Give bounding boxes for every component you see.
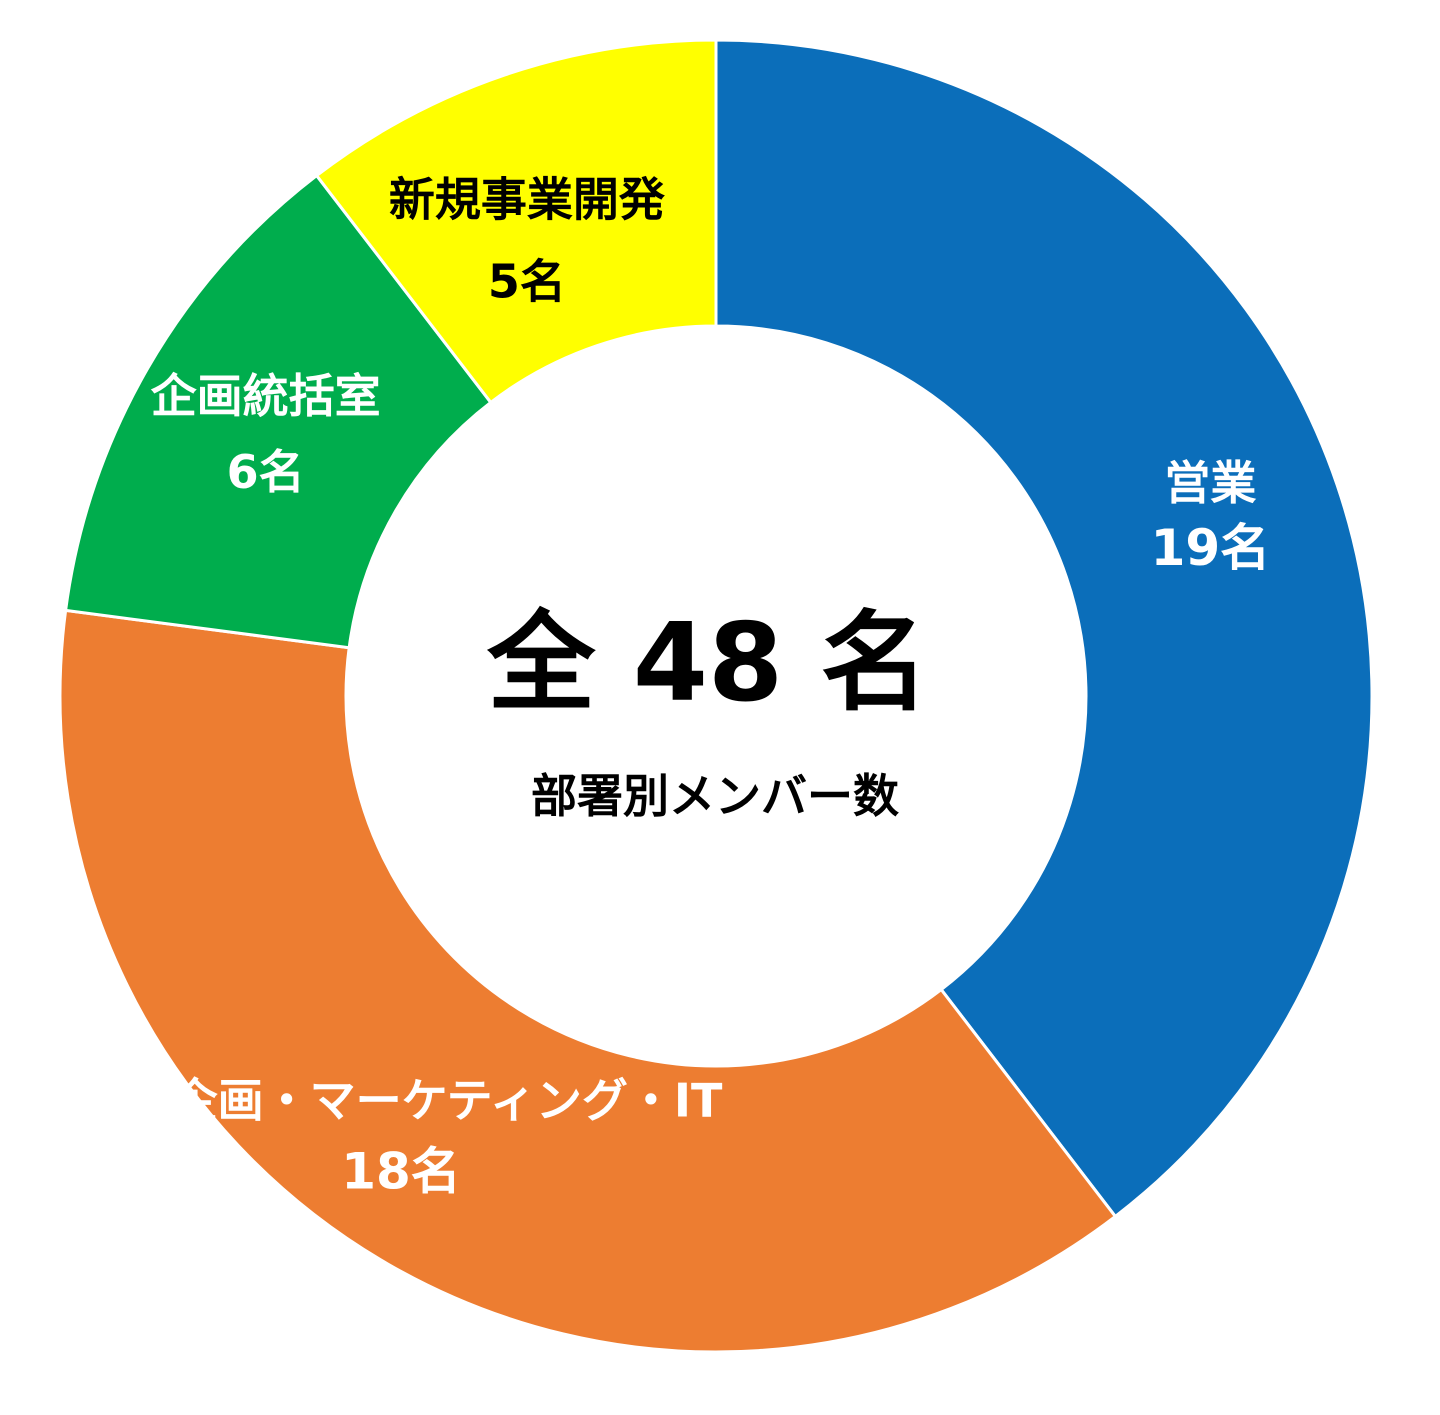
slice-3-value-label: 6名 [227, 445, 305, 499]
slice-1-name-label: 営業 [1164, 456, 1256, 510]
center-subtitle: 部署別メンバー数 [531, 769, 899, 823]
slice-4-value-label: 5名 [488, 255, 566, 309]
slice-1-value-label: 19名 [1151, 519, 1271, 577]
slice-2-value-label: 18名 [341, 1142, 461, 1200]
slice-2-name-label: 商品企画・マーケティング・IT [80, 1073, 723, 1127]
slice-1 [714, 38, 1374, 1219]
slice-2 [58, 608, 1118, 1354]
donut-slices [58, 38, 1374, 1354]
slice-4 [314, 38, 718, 405]
center-total: 全 48 名 [486, 601, 929, 726]
slice-3-name-label: 企画統括室 [151, 369, 381, 423]
slice-4-name-label: 新規事業開発 [389, 173, 666, 227]
slice-3 [63, 173, 493, 650]
